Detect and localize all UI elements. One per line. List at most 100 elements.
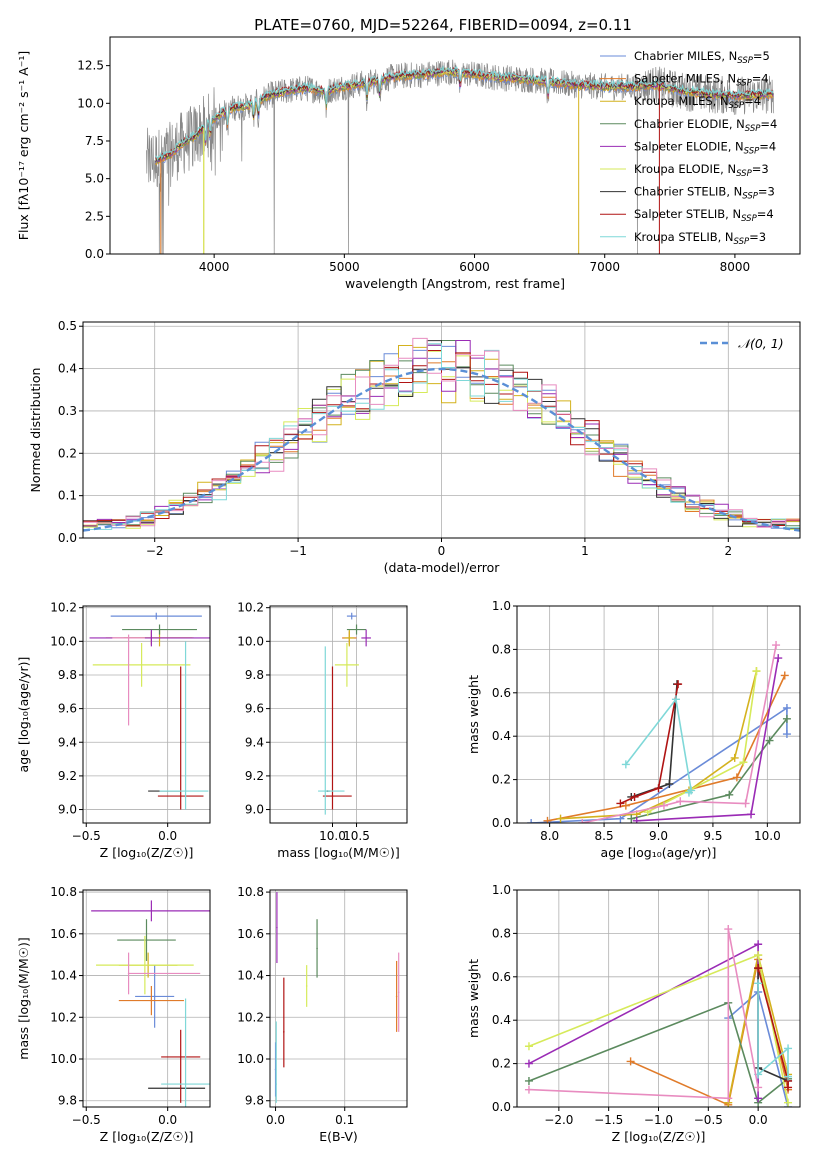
weight-marker [739,758,748,767]
y-axis-label: Flux [fλ10⁻¹⁷ erg cm⁻² s⁻¹ A⁻¹] [16,51,31,240]
legend-entry-chabrier-elodie: Chabrier ELODIE, NSSP=4 [634,117,777,134]
y-tick-label: 0.2 [492,1057,511,1071]
weight-marker [524,1042,533,1051]
y-tick-label: 0.3 [58,404,77,418]
plot-area [146,59,775,254]
errorbar-point [395,995,398,998]
errorbar-point [283,1031,285,1033]
x-tick-label: −1 [289,544,307,558]
weight-marker [665,779,674,788]
y-axis-label: mass [log₁₀(M/M☉)] [16,937,31,1059]
x-tick-label: 0.1 [335,1113,354,1127]
errorbar-point [179,795,182,797]
x-tick-label: −0.5 [72,1113,101,1127]
weight-marker [754,979,763,988]
legend-entry-chabrier-miles: Chabrier MILES, NSSP=5 [634,49,770,66]
plot-area [91,900,210,1107]
x-tick-label: 10.0 [754,829,781,843]
errorbar-salpeter-stelib [283,977,285,1068]
errorbar-point [140,664,143,666]
axes-frame [269,605,408,824]
x-axis-label: wavelength [Angstrom, rest frame] [345,276,565,291]
errorbar-chabrier-elodie [316,919,318,978]
x-tick-label: 6000 [459,260,490,274]
errorbar-point [153,995,156,998]
y-tick-label: 0.8 [492,926,511,940]
axes-frame [109,36,801,255]
age-vs-metallicity-panel: −0.5 0.0 9.0 9.2 9.4 9.6 9.8 10.0 10.2 Z [log₁₀(Z… [16,601,211,860]
x-tick-label: −0.5 [694,1113,723,1127]
y-tick-label: 0.2 [492,773,511,787]
legend-count: =5 [753,49,770,63]
weight-marker [632,816,641,823]
weight-line [757,983,789,1077]
errorbar-point [305,985,308,987]
weight-marker [754,951,763,960]
errorbar-salpeter-stelib [161,1029,201,1103]
x-tick-label: 0.0 [158,1113,177,1127]
y-tick-label: 0.5 [58,319,77,333]
legend-label: Kroupa STELIB, N [634,230,734,244]
x-axis-label: Z [log₁₀(Z/Z☉)] [100,1129,194,1144]
x-tick-label: −2.0 [544,1113,573,1127]
errorbar-kroupa-stelib [318,646,345,815]
x-tick-label: 0.0 [749,1113,768,1127]
errorbar-point [127,637,130,639]
errorbar-salpeter-stelib [157,666,204,810]
errorbar-point [150,637,153,639]
legend-entry-chabrier-stelib: Chabrier STELIB, NSSP=3 [634,185,775,202]
y-tick-label: 10.2 [50,601,77,615]
y-tick-label: 9.4 [58,735,77,749]
errorbar-kroupa-elodie [305,965,308,1007]
x-axis-label: Z [log₁₀(Z/Z☉)] [612,1129,706,1144]
x-tick-label: −2 [146,544,164,558]
y-tick-label: 10.2 [237,1010,264,1024]
weight-marker [676,797,685,806]
weight-marker [784,1083,793,1092]
weight-marker [747,810,756,819]
weight-line [625,697,693,794]
errorbar-point [155,615,158,617]
errorbar-point [324,790,327,792]
y-tick-label: 0.6 [492,970,511,984]
x-tick-label: 0.0 [158,829,177,843]
y-tick-label: 9.4 [245,735,264,749]
y-tick-label: 10.0 [237,634,264,648]
x-tick-label: 8000 [720,260,751,274]
legend-label: Kroupa MILES, N [634,94,729,108]
x-axis-label: age [log₁₀(age/yr)] [601,845,717,860]
weight-vs-age-panel: 8.0 8.5 9.0 9.5 10.0 0.0 0.2 0.4 0.6 0.8 1.0 age [l… [466,599,801,860]
spectrum-panel: 4000 5000 6000 7000 8000 0.0 2.5 5.0 7.5 10.0 12.5… [16,36,801,291]
y-tick-label: 10.8 [50,885,77,899]
errorbar-point [355,628,358,631]
weight-marker [654,784,663,793]
legend-subscript: SSP [736,169,752,179]
errorbar-kroupa-miles [344,629,355,647]
y-tick-label: 5.0 [85,172,104,186]
x-tick-label: −1.5 [594,1113,623,1127]
y-tick-label: 9.0 [245,803,264,817]
x-tick-label: 9.5 [703,829,722,843]
x-tick-label: 9.0 [649,829,668,843]
legend-subscript: SSP [729,101,745,111]
legend-label: Salpeter ELODIE, N [634,139,744,153]
errorbar-point [150,999,153,1002]
weight-series-salpeter-elodie [524,940,763,1103]
y-tick-label: 7.5 [85,134,104,148]
y-tick-label: 10.6 [50,927,77,941]
errorbar-pink [112,634,145,726]
x-axis-label: mass [log₁₀(M/M☉)] [277,845,399,860]
legend-subscript: SSP [742,192,758,202]
weight-marker [556,814,565,823]
x-tick-label: 4000 [199,260,230,274]
errorbar-pink [397,952,400,1032]
weight-marker [782,714,791,723]
weight-marker [772,641,781,650]
axes-frame [269,889,408,1108]
errorbar-point [158,628,161,631]
y-tick-label: 0.0 [492,1100,511,1114]
y-tick-label: 10.0 [50,1052,77,1066]
